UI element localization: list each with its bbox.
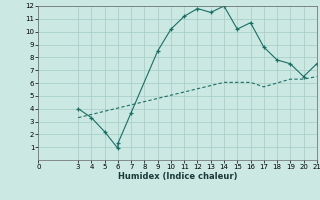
X-axis label: Humidex (Indice chaleur): Humidex (Indice chaleur) [118,172,237,181]
